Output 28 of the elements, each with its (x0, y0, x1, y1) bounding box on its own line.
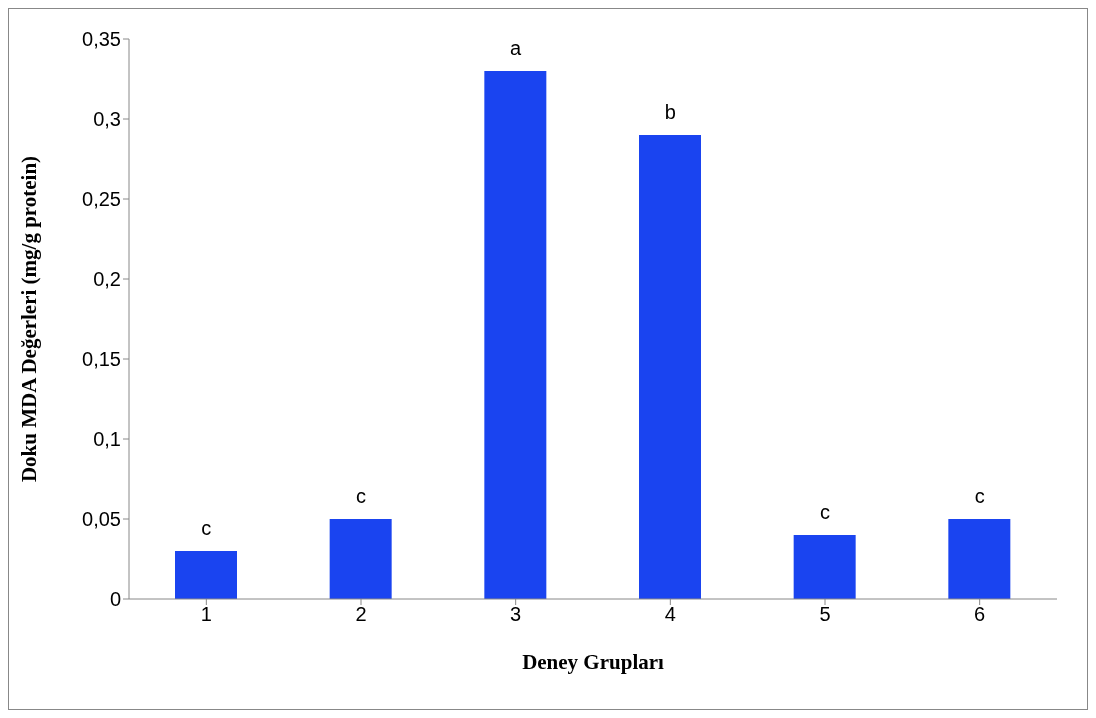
y-tick-label: 0,1 (93, 428, 121, 451)
x-tick-label: 4 (664, 603, 676, 626)
y-tick-label: 0,2 (93, 268, 121, 291)
y-tick-label: 0,25 (82, 188, 121, 211)
annotation: c (356, 485, 366, 507)
bar (484, 71, 547, 599)
annotation: a (510, 37, 523, 59)
y-axis-title: Doku MDA Değerleri (mg/g protein) (17, 155, 42, 483)
y-tick-label: 0 (109, 588, 121, 611)
x-tick-label: 1 (200, 603, 212, 626)
bar (639, 135, 701, 599)
y-tick-label: 0,05 (82, 508, 121, 531)
bar (948, 519, 1011, 599)
annotation: b (664, 101, 676, 123)
bar (793, 535, 856, 599)
y-tick-label: 0,15 (82, 348, 121, 371)
y-tick-label: 0,35 (82, 28, 121, 51)
y-tick-label: 0,3 (93, 108, 121, 131)
x-axis-title: Deney Grupları (522, 650, 665, 674)
x-tick-label: 6 (974, 603, 986, 626)
x-tick-label: 2 (355, 603, 367, 626)
x-tick-label: 5 (819, 603, 831, 626)
bar (329, 519, 392, 599)
x-tick-label: 3 (510, 603, 522, 626)
annotation: c (201, 517, 212, 539)
bar (175, 551, 237, 599)
annotation: c (974, 485, 985, 507)
annotation: c (820, 501, 830, 523)
